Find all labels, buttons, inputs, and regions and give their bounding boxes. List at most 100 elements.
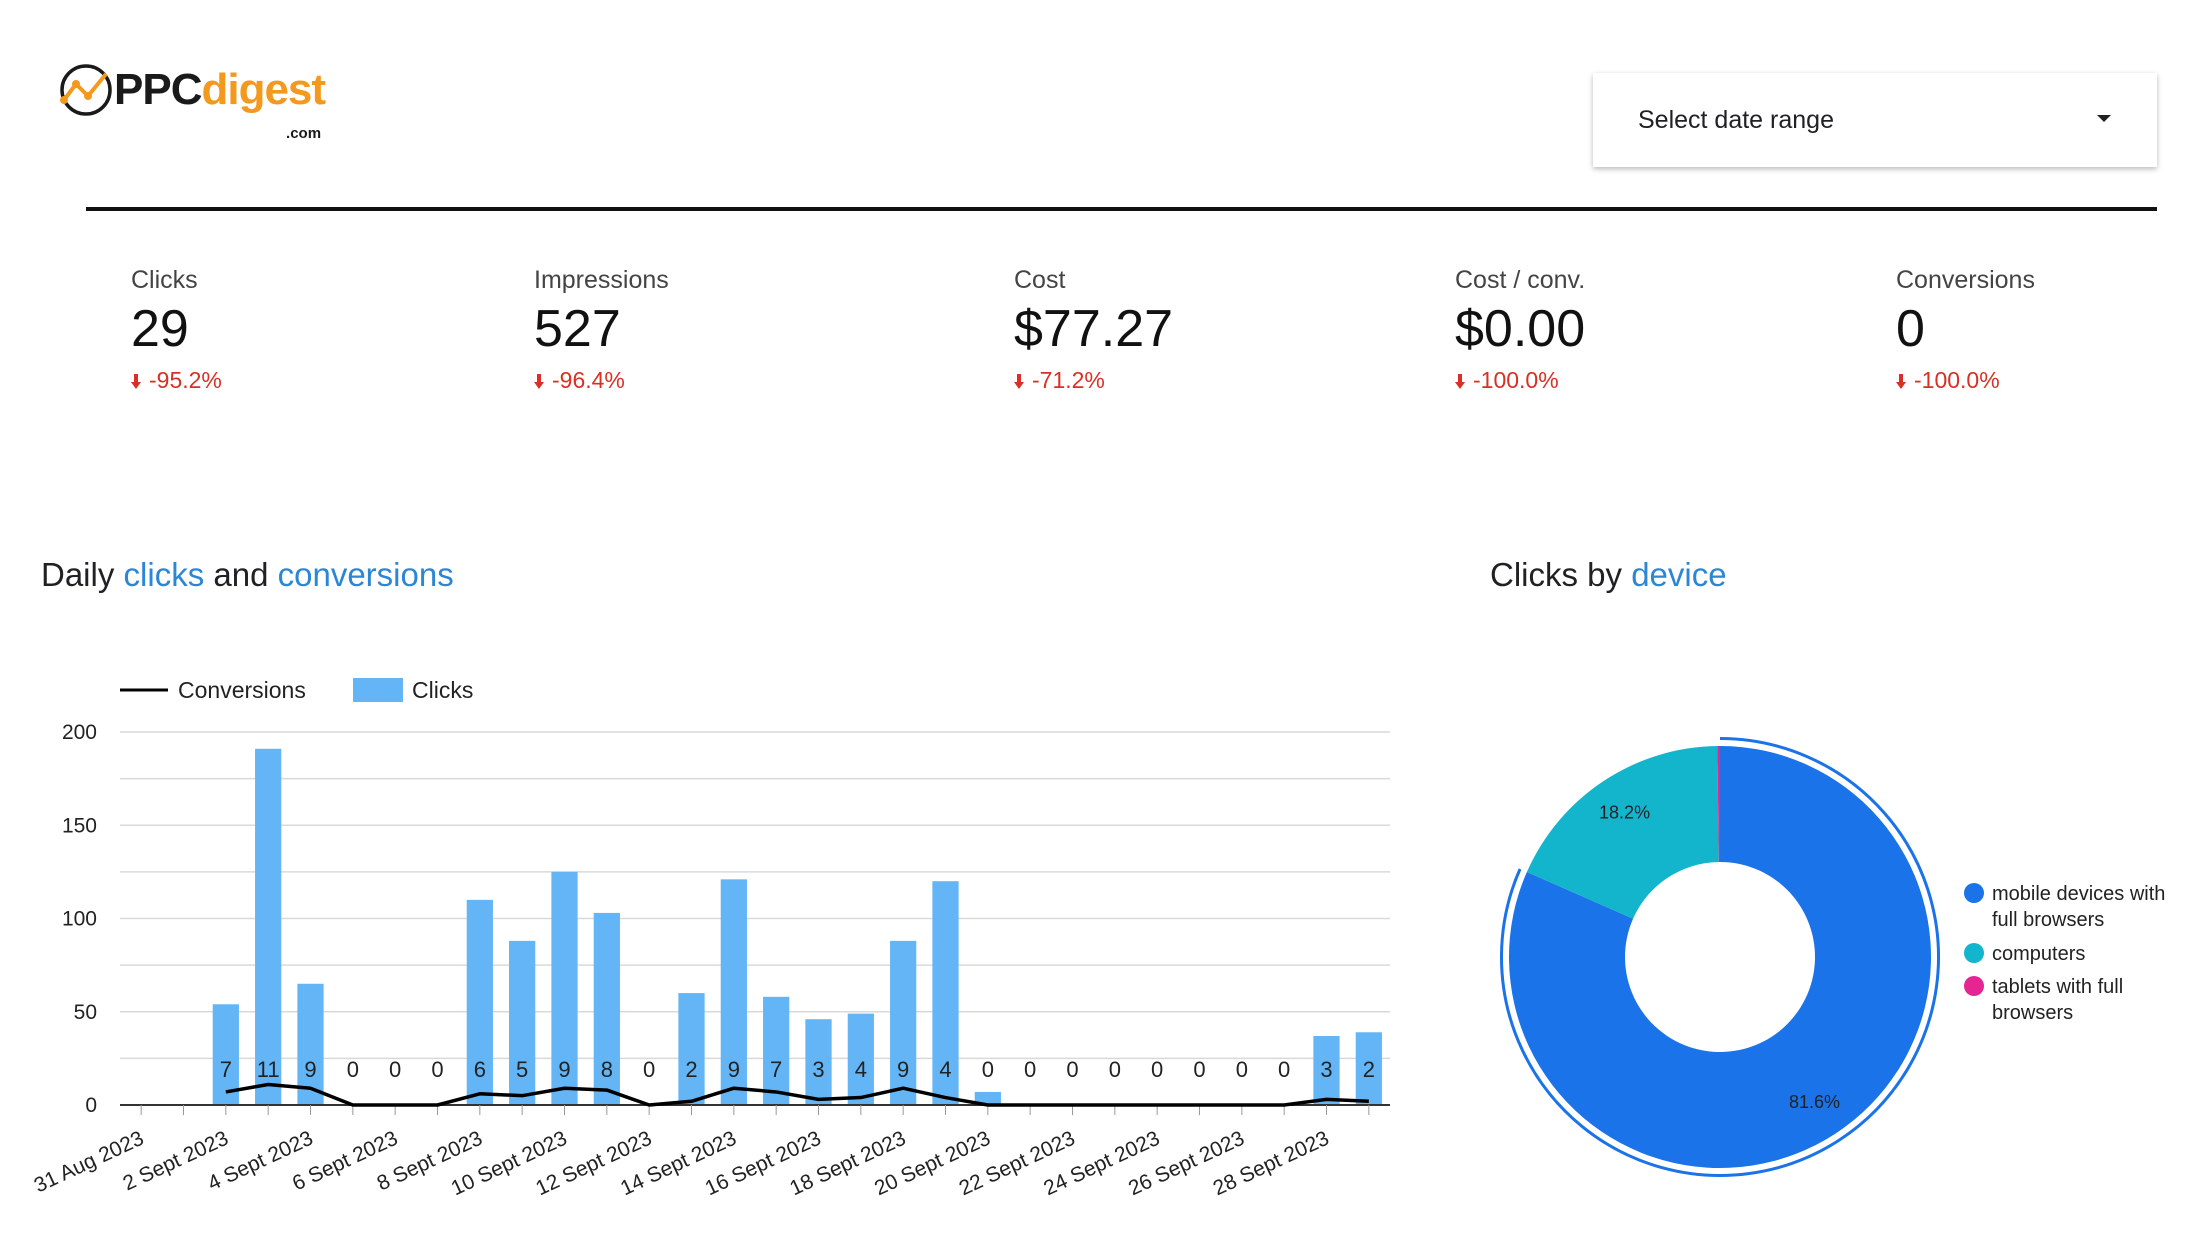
data-label-conversions: 9 xyxy=(558,1057,570,1082)
y-tick-label: 100 xyxy=(62,908,97,931)
donut-legend: mobile devices with full browsers computer… xyxy=(1964,883,2165,1024)
arrow-down-icon xyxy=(1014,372,1024,390)
legend-label-computers: computers xyxy=(1992,943,2085,965)
caret-down-icon[interactable] xyxy=(2097,115,2111,122)
y-tick-label: 150 xyxy=(62,814,97,837)
bar-clicks xyxy=(255,748,282,1105)
logo-text-com: .com xyxy=(286,125,322,142)
kpi-change-value: -100.0% xyxy=(1473,367,1559,393)
legend-swatch-tablets xyxy=(1964,976,1984,996)
legend-label-clicks: Clicks xyxy=(412,677,473,703)
kpi-change-value: -71.2% xyxy=(1032,367,1105,393)
arrow-down-icon xyxy=(534,372,544,390)
kpi-change: -100.0% xyxy=(1896,367,2035,394)
legend-label-mobile: mobile devices with full browsers xyxy=(1992,883,2165,931)
device-chart-title: Clicks by device xyxy=(1490,556,1727,594)
kpi-value: 29 xyxy=(131,300,189,358)
data-label-conversions: 3 xyxy=(812,1057,824,1082)
data-label-conversions: 3 xyxy=(1320,1057,1332,1082)
data-label-conversions: 6 xyxy=(474,1057,486,1082)
kpi-change: -96.4% xyxy=(534,367,669,394)
title-part-device: device xyxy=(1631,556,1727,593)
bar-clicks xyxy=(551,871,578,1105)
bar-clicks xyxy=(763,996,790,1105)
date-range-dropdown[interactable]: Select date range xyxy=(1593,73,2157,167)
kpi-value: $77.27 xyxy=(1014,300,1174,358)
donut-slice-tablets xyxy=(1717,746,1720,863)
bar-clicks xyxy=(890,940,917,1105)
bar-clicks xyxy=(509,940,536,1105)
y-tick-label: 50 xyxy=(74,1001,97,1024)
kpi-change: -100.0% xyxy=(1455,367,1585,394)
data-label-conversions: 9 xyxy=(728,1057,740,1082)
kpi-value: 527 xyxy=(534,300,621,358)
data-label-conversions: 9 xyxy=(897,1057,909,1082)
title-part-clicks: clicks xyxy=(123,556,205,593)
data-label-conversions: 0 xyxy=(1193,1057,1205,1082)
data-label-conversions: 0 xyxy=(1024,1057,1036,1082)
data-label-conversions: 9 xyxy=(304,1057,316,1082)
logo-wordmark: PPCdigest .com xyxy=(114,62,326,142)
donut-slice-mobile xyxy=(1509,746,1931,1168)
data-label-conversions: 0 xyxy=(1278,1057,1290,1082)
kpi-change: -71.2% xyxy=(1014,367,1173,394)
title-part-conversions: conversions xyxy=(277,556,454,593)
bar-clicks xyxy=(974,1091,1001,1105)
data-label-conversions: 0 xyxy=(389,1057,401,1082)
kpi-label: Impressions xyxy=(534,266,669,294)
bar-clicks xyxy=(678,993,705,1105)
data-label-conversions: 0 xyxy=(347,1057,359,1082)
ppcdigest-logo: PPCdigest .com xyxy=(58,62,358,142)
data-label-conversions: 8 xyxy=(601,1057,613,1082)
bar-clicks xyxy=(847,1013,874,1105)
kpi-change-value: -100.0% xyxy=(1914,367,2000,393)
y-tick-label: 0 xyxy=(85,1094,97,1117)
data-label-conversions: 0 xyxy=(1151,1057,1163,1082)
data-label-conversions: 7 xyxy=(770,1057,782,1082)
chart-line-logo-icon xyxy=(60,64,112,116)
title-part: Clicks by xyxy=(1490,556,1632,593)
data-label-conversions: 0 xyxy=(643,1057,655,1082)
kpi-conversions: Conversions 0 -100.0% xyxy=(1896,266,2035,394)
bar-clicks xyxy=(466,899,493,1105)
bar-clicks xyxy=(805,1019,832,1105)
data-label-conversions: 4 xyxy=(855,1057,867,1082)
data-label-conversions: 2 xyxy=(685,1057,697,1082)
title-part: Daily xyxy=(41,556,124,593)
data-label-conversions: 0 xyxy=(1109,1057,1121,1082)
kpi-label: Conversions xyxy=(1896,266,2035,294)
y-tick-label: 200 xyxy=(62,721,97,744)
kpi-change: -95.2% xyxy=(131,367,222,394)
data-label-conversions: 0 xyxy=(431,1057,443,1082)
logo-text-ppc: PPC xyxy=(114,65,202,114)
legend-swatch-computers xyxy=(1964,943,1984,963)
kpi-label: Cost / conv. xyxy=(1455,266,1586,294)
legend-label-tablets: tablets with full browsers xyxy=(1992,976,2123,1024)
bar-clicks xyxy=(593,912,620,1105)
data-label-conversions: 11 xyxy=(257,1057,280,1082)
data-label-conversions: 0 xyxy=(982,1057,994,1082)
donut-data-label: 81.6% xyxy=(1789,1092,1840,1112)
kpi-value: 0 xyxy=(1896,300,1925,358)
slice-highlight-ring xyxy=(1500,737,1940,1177)
kpi-impressions: Impressions 527 -96.4% xyxy=(534,266,669,394)
clicks-by-device-chart: 81.6% 18.2% mobile devices with full browse… xyxy=(1500,737,2165,1177)
kpi-clicks: Clicks 29 -95.2% xyxy=(131,266,222,394)
kpi-value: $0.00 xyxy=(1455,300,1586,358)
logo-text-digest: digest xyxy=(201,65,326,114)
data-label-conversions: 5 xyxy=(516,1057,528,1082)
bar-clicks xyxy=(1355,1032,1382,1105)
arrow-down-icon xyxy=(1896,372,1906,390)
bar-clicks xyxy=(720,879,747,1105)
line-conversions xyxy=(225,1082,1369,1107)
kpi-label: Cost xyxy=(1014,266,1066,294)
date-range-label: Select date range xyxy=(1638,105,1834,134)
kpi-cost: Cost $77.27 -71.2% xyxy=(1014,266,1173,394)
bar-clicks xyxy=(212,1004,239,1105)
bar-clicks xyxy=(932,881,959,1105)
kpi-change-value: -96.4% xyxy=(552,367,625,393)
title-part: and xyxy=(204,556,278,593)
legend-label-conversions: Conversions xyxy=(178,677,306,703)
legend-swatch-mobile xyxy=(1964,883,1984,903)
